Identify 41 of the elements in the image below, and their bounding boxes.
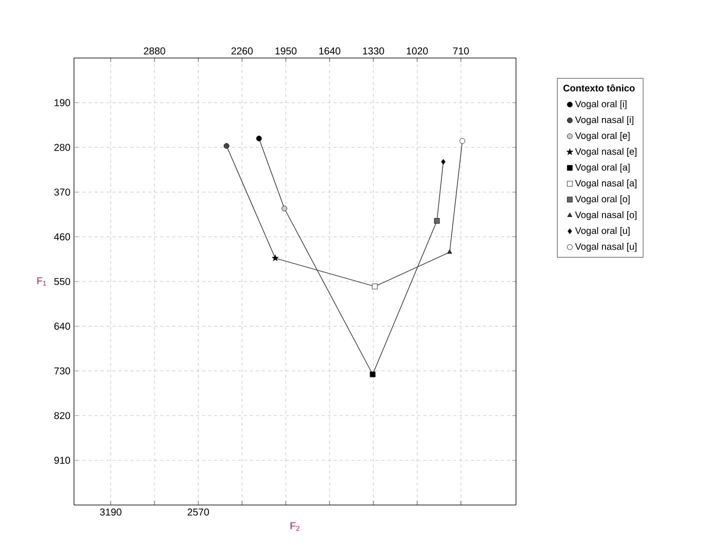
y-tick-label: 730 (54, 367, 70, 374)
legend-label: Vogal oral [e] (575, 132, 630, 141)
y-axis-title: F$_{1}$ (37, 277, 46, 286)
point (460, 138, 466, 144)
legend-title: Contexto tônico (563, 84, 635, 92)
legend-label: Vogal nasal [i] (575, 116, 634, 126)
x-axis-title: F$_{2}$ (290, 522, 300, 531)
point (434, 218, 440, 224)
y-tick-label: 910 (54, 456, 70, 464)
y-tick-label: 370 (54, 188, 70, 196)
x2-tick-label: 1640 (319, 47, 340, 54)
point (224, 143, 230, 149)
point (256, 136, 262, 142)
point (447, 249, 452, 254)
point (370, 372, 376, 378)
point (372, 284, 378, 290)
legend-label: Vogal nasal [o] (575, 211, 636, 220)
legend-label: Vogal oral [o] (575, 195, 630, 204)
legend-label: Vogal oral [a] (575, 164, 630, 173)
y-tick-label: 280 (54, 144, 70, 151)
y-tick-label: 640 (54, 322, 70, 330)
x-tick-label: 3190 (100, 508, 122, 516)
y-tick-label: 550 (54, 278, 70, 286)
legend-label: Vogal oral [u] (575, 227, 630, 236)
point (441, 159, 446, 165)
legend-label: Vogal oral [i] (575, 100, 626, 110)
y-tick-label: 460 (54, 233, 70, 240)
x2-tick-label: 1950 (276, 47, 297, 54)
point (272, 254, 279, 262)
x2-tick-label: 1330 (363, 47, 384, 54)
point (282, 206, 288, 212)
legend-label: Vogal nasal [u] (575, 242, 636, 252)
x2-tick-label: 2880 (144, 47, 166, 54)
legend-label: Vogal nasal [a] (575, 180, 636, 188)
y-tick-label: 190 (54, 99, 70, 106)
x2-tick-label: 2260 (231, 47, 253, 54)
legend-label: Vogal nasal [e] (575, 148, 636, 157)
x2-tick-label: 710 (453, 47, 469, 54)
y-tick-label: 820 (54, 412, 70, 420)
x-tick-label: 2570 (188, 508, 209, 516)
x2-tick-label: 1020 (406, 47, 428, 54)
